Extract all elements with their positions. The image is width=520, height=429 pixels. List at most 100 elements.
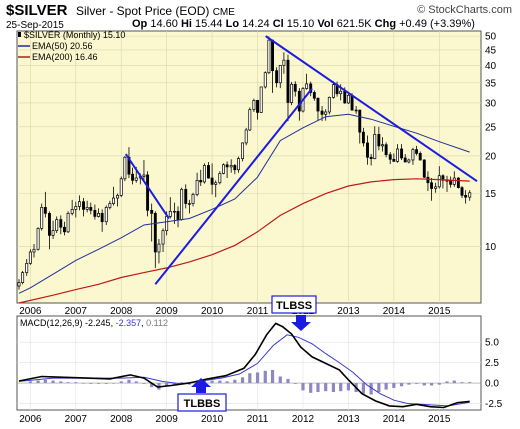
price-x-tick-label: 2014 (383, 306, 406, 317)
candle-body (437, 175, 441, 188)
macd-hist-bar (74, 382, 78, 384)
candle-body (55, 219, 59, 232)
candle-body (350, 94, 354, 111)
candle-body (210, 177, 214, 185)
price-y-tick-label: 10 (485, 242, 497, 253)
macd-hist-bar (339, 383, 343, 392)
close-value: 15.10 (286, 18, 315, 30)
candle-body (119, 178, 123, 196)
candle-body (339, 90, 343, 95)
candle-body (229, 165, 233, 168)
candle-body (267, 39, 271, 74)
macd-y-tick-label: -2.5 (485, 399, 503, 410)
price-panel: 10 15 20 25 30 35 40 45 50 2006 2007 2008 2009 2010 2… (16, 30, 497, 317)
price-x-tick-label: 2015 (428, 306, 451, 317)
candle-body (172, 210, 176, 213)
macd-hist-bar (165, 383, 169, 387)
candle-body (199, 180, 203, 183)
candle-body (430, 182, 434, 189)
candle-body (180, 188, 184, 220)
candle-body (222, 164, 225, 174)
candle-body (373, 133, 377, 159)
candle-body (400, 148, 404, 159)
quote-date: 25-Sep-2015 (6, 20, 64, 31)
up-arrow-icon (191, 378, 211, 393)
macd-hist-bar (309, 383, 313, 393)
tlbss-label: TLBSS (276, 300, 312, 312)
candle-body (70, 208, 74, 214)
candle-body (449, 180, 453, 185)
macd-hist-bar (293, 383, 297, 384)
macd-x-tick-label: 2014 (383, 414, 406, 425)
macd-hist-bar (460, 382, 464, 384)
price-candles (17, 36, 472, 290)
candle-body (17, 282, 21, 287)
candle-body (116, 195, 120, 199)
candle-body (418, 153, 422, 161)
candle-body (214, 182, 218, 185)
macd-hist-bar (316, 383, 320, 393)
macd-hist-bar (240, 377, 245, 384)
candle-body (123, 156, 127, 180)
candle-body (426, 176, 430, 184)
macd-x-axis: 2006 2007 2008 2009 2010 2011 2012 2013 2014 2015 (19, 414, 451, 425)
price-y-tick-label: 35 (485, 78, 497, 89)
watermark: © StockCharts.com (417, 4, 512, 16)
macd-hist-bar (414, 383, 419, 384)
candle-body (62, 226, 66, 233)
candle-body (66, 212, 70, 233)
macd-x-tick-label: 2011 (247, 414, 269, 425)
candle-body (157, 243, 161, 253)
candle-body (248, 109, 252, 131)
legend-price: $SILVER (Monthly) 15.10 (24, 30, 125, 40)
macd-hist-bar (28, 381, 32, 384)
candle-body (241, 142, 244, 159)
candle-body (93, 209, 97, 217)
candle-body (134, 177, 138, 181)
macd-hist-bar (255, 372, 260, 384)
candle-body (354, 109, 358, 112)
candle-body (161, 230, 165, 245)
candle-body (275, 70, 279, 84)
down-arrow-icon (291, 315, 311, 331)
candle-body (297, 90, 301, 112)
price-y-tick-label: 40 (485, 61, 497, 72)
candle-body (244, 129, 248, 144)
macd-hist-bar (407, 383, 411, 385)
candle-body (207, 165, 210, 179)
macd-hist-bar (66, 382, 70, 384)
candle-body (369, 156, 373, 159)
candle-body (51, 230, 55, 236)
symbol-title: $SILVER (6, 2, 68, 19)
legend-ema50: EMA(50) 20.56 (32, 41, 93, 51)
candle-body (202, 165, 206, 183)
ohlc-readout: Op 14.60 Hi 15.44 Lo 14.24 Cl 15.10 Vol … (132, 18, 475, 30)
price-y-tick-label: 15 (485, 189, 497, 200)
macd-hist-bar (111, 383, 116, 384)
macd-hist-bar (119, 381, 123, 384)
candle-body (108, 203, 112, 208)
macd-legend-signal: -2.357 (116, 318, 142, 328)
macd-hist-bar (377, 383, 381, 393)
candle-body (165, 216, 169, 232)
candle-body (131, 173, 135, 181)
high-value: 15.44 (195, 18, 223, 30)
price-y-tick-label: 25 (485, 122, 497, 133)
macd-hist-bar (399, 383, 404, 387)
candle-body (290, 83, 294, 103)
macd-hist-bar (445, 381, 449, 384)
candle-body (278, 64, 282, 84)
candle-body (112, 197, 115, 204)
candle-body (312, 92, 316, 99)
instrument-name: Silver - Spot Price (EOD) CME (76, 4, 235, 18)
tlbbs-annotation: TLBBS (177, 378, 227, 412)
candle-body (456, 177, 460, 188)
candle-body (407, 159, 411, 163)
candle-body (36, 228, 40, 250)
macd-x-tick-label: 2012 (292, 414, 315, 425)
macd-x-tick-label: 2008 (110, 414, 133, 425)
macd-hist-bar (270, 369, 275, 384)
candle-body (396, 148, 399, 162)
macd-hist-bar (429, 383, 434, 386)
